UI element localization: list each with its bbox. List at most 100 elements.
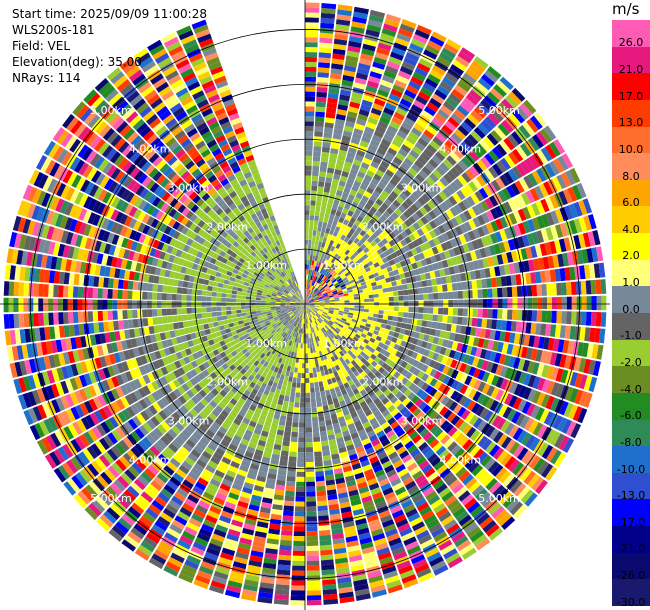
velocity-bin <box>323 593 338 600</box>
velocity-bin <box>329 327 335 333</box>
velocity-bin <box>377 233 385 241</box>
velocity-bin <box>455 273 462 282</box>
velocity-bin <box>428 359 437 368</box>
velocity-bin <box>228 575 244 584</box>
velocity-bin <box>397 523 411 533</box>
velocity-bin <box>276 404 283 411</box>
velocity-bin <box>319 301 325 303</box>
velocity-bin <box>369 206 378 214</box>
velocity-bin <box>285 390 291 397</box>
velocity-bin <box>332 133 342 140</box>
velocity-bin <box>348 294 354 298</box>
velocity-bin <box>62 462 74 477</box>
velocity-bin <box>444 140 456 151</box>
velocity-bin <box>429 97 442 109</box>
velocity-bin <box>129 369 138 380</box>
velocity-bin <box>212 451 223 461</box>
velocity-bin <box>201 523 214 533</box>
velocity-bin <box>430 197 440 207</box>
velocity-bin <box>226 353 234 360</box>
velocity-bin <box>383 570 399 580</box>
velocity-bin <box>354 420 362 428</box>
velocity-bin <box>348 312 354 316</box>
velocity-bin <box>292 326 296 332</box>
velocity-bin <box>439 162 450 173</box>
velocity-bin <box>383 306 389 311</box>
velocity-bin <box>22 376 32 391</box>
velocity-bin <box>332 265 338 271</box>
velocity-bin <box>283 505 294 512</box>
velocity-bin <box>256 391 263 398</box>
velocity-bin <box>573 218 583 233</box>
velocity-bin <box>133 478 146 491</box>
velocity-bin <box>253 339 260 345</box>
velocity-bin <box>377 288 384 294</box>
velocity-bin <box>170 401 180 411</box>
velocity-bin <box>390 408 400 417</box>
velocity-bin <box>221 422 230 431</box>
velocity-bin <box>380 323 387 329</box>
velocity-bin <box>243 333 250 339</box>
velocity-bin <box>388 93 401 103</box>
velocity-bin <box>441 491 454 503</box>
velocity-bin <box>332 360 338 367</box>
velocity-bin <box>209 478 221 488</box>
velocity-bin <box>312 337 316 343</box>
velocity-bin <box>393 371 401 379</box>
velocity-bin <box>406 153 417 163</box>
velocity-bin <box>314 304 320 306</box>
velocity-bin <box>318 318 323 323</box>
velocity-bin <box>168 499 181 511</box>
velocity-bin <box>78 451 90 465</box>
velocity-bin <box>315 251 320 257</box>
velocity-bin <box>63 481 77 496</box>
velocity-bin <box>185 425 195 435</box>
velocity-bin <box>477 214 486 226</box>
velocity-bin <box>367 316 373 321</box>
velocity-bin <box>213 369 222 377</box>
velocity-bin <box>329 298 335 301</box>
velocity-bin <box>235 430 244 439</box>
velocity-bin <box>140 471 153 483</box>
velocity-bin <box>233 478 244 487</box>
velocity-bin <box>358 486 370 494</box>
velocity-bin <box>313 308 319 311</box>
velocity-bin <box>425 78 439 89</box>
velocity-bin <box>354 305 360 309</box>
velocity-bin <box>300 318 303 324</box>
velocity-bin <box>373 229 381 237</box>
velocity-bin <box>268 316 274 320</box>
velocity-bin <box>318 515 329 521</box>
velocity-bin <box>291 308 297 311</box>
velocity-bin <box>342 430 350 437</box>
velocity-bin <box>85 484 98 499</box>
velocity-bin <box>230 460 240 469</box>
velocity-bin <box>508 212 518 225</box>
velocity-bin <box>423 349 430 357</box>
velocity-bin <box>223 435 233 444</box>
velocity-bin <box>324 271 330 277</box>
velocity-bin <box>402 317 408 324</box>
velocity-bin <box>51 399 61 414</box>
velocity-bin <box>248 348 255 355</box>
velocity-bin <box>408 383 417 392</box>
velocity-bin <box>481 474 495 487</box>
velocity-bin <box>357 171 366 179</box>
velocity-bin <box>458 201 467 212</box>
velocity-bin <box>472 391 482 402</box>
velocity-bin <box>107 365 116 377</box>
velocity-bin <box>233 418 242 426</box>
velocity-bin <box>388 451 399 460</box>
velocity-bin <box>367 430 376 438</box>
velocity-bin <box>227 580 243 589</box>
velocity-bin <box>466 426 477 438</box>
velocity-bin <box>585 280 592 295</box>
velocity-bin <box>279 544 292 551</box>
velocity-bin <box>372 61 386 70</box>
velocity-bin <box>494 231 503 243</box>
velocity-bin <box>257 369 264 376</box>
velocity-bin <box>345 198 353 206</box>
velocity-bin <box>321 349 326 356</box>
velocity-bin <box>305 427 313 433</box>
velocity-bin <box>472 534 488 547</box>
